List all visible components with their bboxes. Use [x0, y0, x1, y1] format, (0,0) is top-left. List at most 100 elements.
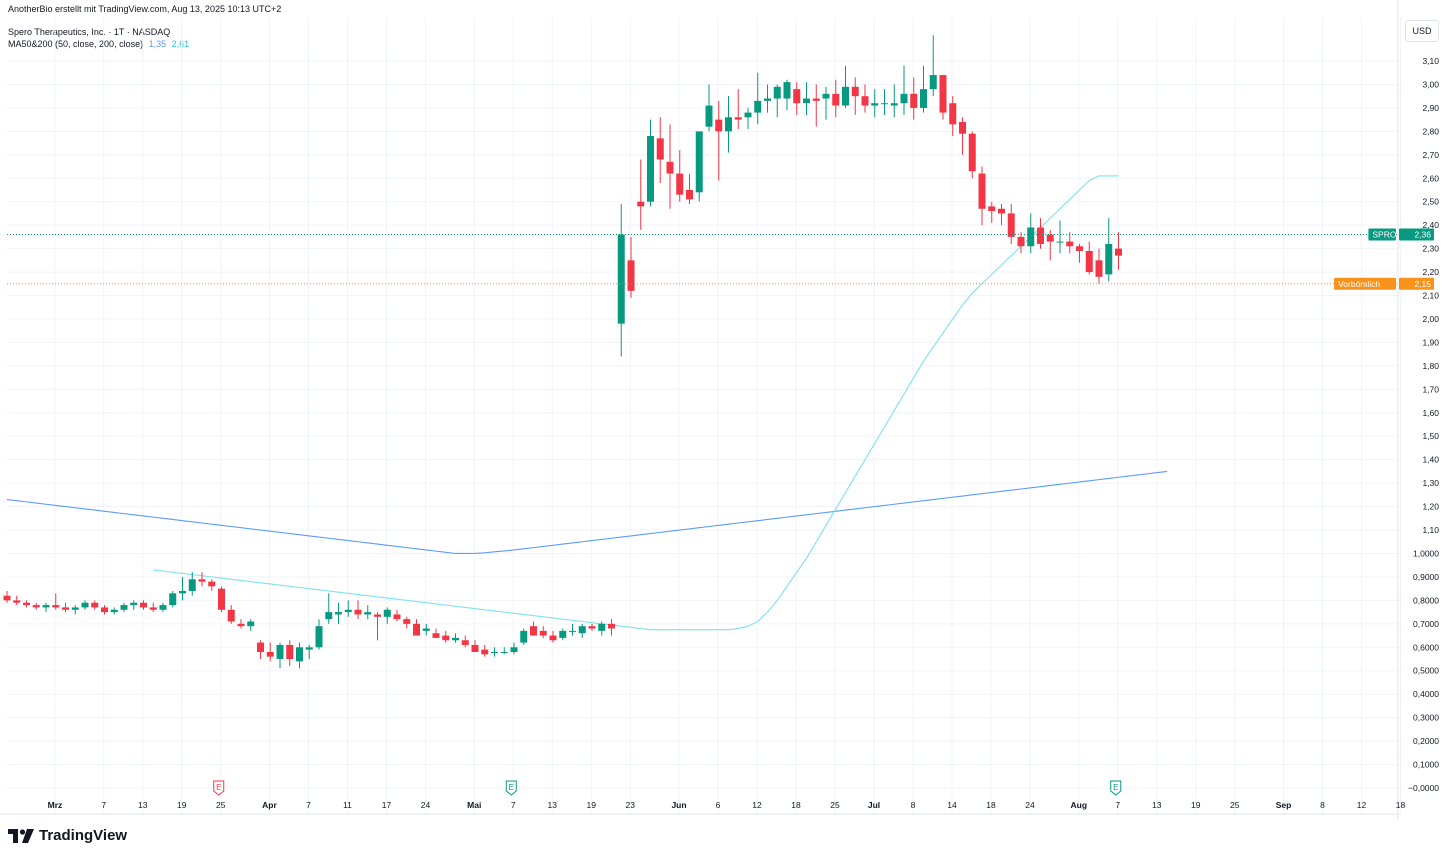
candle-body	[13, 600, 21, 603]
candle	[920, 65, 927, 113]
price-tick-label: 0,5000	[1413, 666, 1439, 676]
candle-body	[257, 642, 264, 652]
candle-body	[803, 98, 810, 104]
price-tick-label: 2,00	[1422, 314, 1439, 324]
tradingview-logo-icon	[8, 828, 34, 843]
candle-body	[812, 98, 820, 101]
candle	[1105, 218, 1113, 282]
tradingview-logo[interactable]: TradingView	[8, 827, 127, 844]
time-tick-label: 19	[587, 800, 597, 810]
candle	[81, 600, 89, 610]
candle	[422, 623, 430, 636]
time-tick-label: 12	[1357, 800, 1367, 810]
premarket-tag-label-box	[1334, 277, 1396, 290]
candle	[988, 201, 996, 223]
candle	[1085, 241, 1093, 275]
candle-body	[1017, 236, 1025, 247]
last-price-tag-value-box	[1399, 228, 1434, 241]
candle	[569, 623, 576, 636]
candle-body	[637, 201, 645, 207]
price-tick-label: 3,10	[1422, 56, 1439, 66]
time-tick-label: 7	[511, 800, 516, 810]
candle-body	[1027, 227, 1035, 247]
price-lines	[7, 234, 1398, 285]
candle	[520, 628, 528, 645]
candle-body	[539, 630, 547, 636]
time-axis[interactable]: Mrz 7 13 19 25 Apr 7 11 17 24 Mai 7 13 19 23 Jun 6 12 18 25…	[48, 800, 1406, 810]
candle-body	[510, 647, 518, 652]
candle	[32, 602, 40, 610]
candle-body	[3, 595, 11, 601]
candle-body	[530, 626, 537, 636]
earnings-marker: E	[1110, 780, 1122, 796]
candle-body	[598, 623, 606, 631]
candle	[559, 628, 567, 641]
earnings-marker-shape	[213, 780, 225, 796]
candle	[1027, 213, 1035, 254]
candle	[822, 86, 830, 120]
candle	[998, 204, 1005, 226]
candle-body	[1105, 243, 1113, 275]
time-tick-label: 24	[421, 800, 431, 810]
time-tick-label: 8	[911, 800, 916, 810]
candle	[842, 65, 849, 108]
candle-body	[647, 136, 654, 202]
candle	[471, 640, 479, 652]
time-tick-label: 7	[306, 800, 311, 810]
indicator-legend[interactable]: MA50&200 (50, close, 200, close) 1,35 2,…	[8, 39, 281, 50]
candle	[890, 84, 898, 118]
candle	[1007, 204, 1015, 244]
candle	[62, 602, 69, 613]
candle	[715, 100, 723, 181]
time-tick-label: Mrz	[48, 800, 63, 810]
candle-body	[588, 626, 596, 629]
price-tick-label: 1,20	[1422, 502, 1439, 512]
brand-name: TradingView	[39, 827, 128, 844]
candle	[530, 621, 537, 636]
candle	[539, 626, 547, 638]
price-tick-label: 0,1000	[1413, 760, 1439, 770]
premarket-tag-value-box	[1399, 277, 1434, 290]
candle-body	[695, 131, 703, 193]
earnings-marker-letter: E	[1113, 783, 1118, 792]
candle	[481, 644, 489, 657]
candle-body	[734, 117, 742, 120]
price-tick-label: 2,60	[1422, 173, 1439, 183]
candle-body	[1056, 241, 1064, 243]
time-tick-label: Aug	[1070, 800, 1087, 810]
candle-body	[725, 117, 732, 132]
candle-body	[101, 607, 108, 613]
candle-body	[617, 234, 625, 324]
currency-button[interactable]: USD	[1405, 20, 1439, 42]
last-price-tag-label: SPRO	[1372, 230, 1396, 240]
time-tick-label: 25	[830, 800, 840, 810]
candle	[939, 75, 947, 120]
earnings-marker-letter: E	[509, 783, 514, 792]
candle-body	[764, 98, 771, 101]
candle-body	[832, 93, 840, 106]
candle	[686, 173, 693, 205]
candle-body	[110, 609, 118, 613]
time-tick-label: 19	[1191, 800, 1201, 810]
candle	[929, 35, 937, 97]
candle-body	[62, 607, 69, 610]
candle-body	[383, 609, 391, 617]
candle-body	[237, 623, 245, 627]
candle-body	[1066, 241, 1074, 247]
premarket-tag-value: 2,15	[1414, 279, 1431, 289]
symbol-line[interactable]: Spero Therapeutics, Inc. · 1T · NASDAQ	[8, 27, 171, 37]
candle	[1076, 243, 1083, 263]
candle-body	[968, 133, 976, 172]
candle-body	[549, 635, 557, 641]
price-tick-label: 1,70	[1422, 384, 1439, 394]
candle	[218, 586, 225, 613]
candle	[130, 600, 138, 610]
candle-body	[247, 621, 255, 627]
price-chart[interactable]: 3,10 3,00 2,90 2,80 2,70 2,60 2,50 2,40 2,30 2,20…	[0, 0, 1456, 820]
price-axis[interactable]: 3,10 3,00 2,90 2,80 2,70 2,60 2,50 2,40 2,30 2,20…	[0, 0, 1439, 820]
price-tick-label: 1,30	[1422, 478, 1439, 488]
candle	[315, 619, 323, 650]
candle-body	[744, 112, 752, 118]
candle-body	[1037, 227, 1044, 244]
